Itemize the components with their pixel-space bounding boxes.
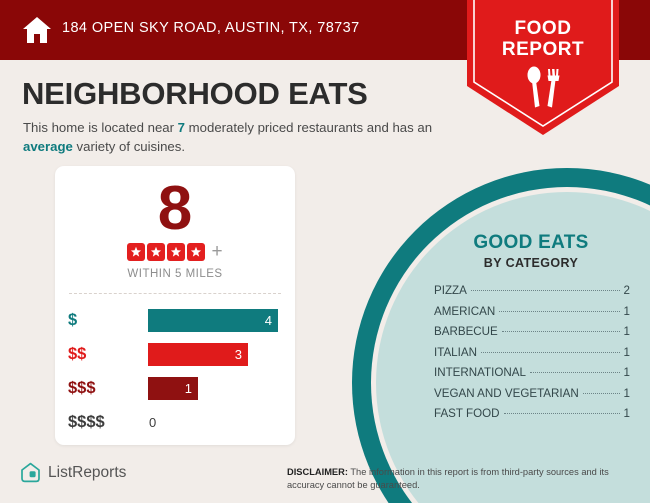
category-list: PIZZA 2 AMERICAN 1 BARBECUE 1 ITALIAN 1 … [420,284,642,420]
chart-row: $$$$ 0 [55,408,295,437]
banner-line-2: REPORT [501,39,585,60]
category-name: FAST FOOD [434,407,500,420]
listreports-house-icon [21,462,40,483]
good-eats-circle-graphic [352,168,650,503]
disclaimer-text: The information in this report is from t… [287,467,609,490]
page-subtitle: This home is located near 7 moderately p… [23,118,443,156]
category-name: PIZZA [434,284,467,297]
card-divider [69,293,281,294]
category-count: 1 [623,366,630,379]
star-icon [167,243,186,261]
category-name: BARBECUE [434,325,498,338]
price-tier-chart: $ 4 $$ 3 $$$ 1 $$$$ 0 [55,306,295,442]
score-value: 8 [157,174,193,243]
subtitle-highlight-count: 7 [177,120,186,135]
dot-leader [499,310,620,312]
subtitle-part-1: This home is located near [23,120,178,135]
dot-leader [529,372,620,373]
list-item: INTERNATIONAL 1 [434,366,630,379]
list-item: AMERICAN 1 [434,305,630,318]
subtitle-highlight-variety: average [23,139,73,154]
star-icon [147,243,166,261]
plus-icon: + [211,241,223,262]
good-eats-panel: GOOD EATS BY CATEGORY PIZZA 2 AMERICAN 1… [420,232,642,428]
category-count: 2 [623,284,630,297]
banner-shape [467,0,619,135]
score-card: 8 + WITHIN 5 MILES $ 4 $$ [55,166,295,445]
category-name: AMERICAN [434,304,496,318]
category-count: 1 [623,304,630,318]
food-report-banner: FOOD REPORT [467,0,619,135]
star-rating: + [55,241,295,262]
price-tier-label: $ [68,311,78,329]
subtitle-part-3: variety of cuisines. [72,139,185,154]
disclaimer-label: DISCLAIMER: [287,467,348,477]
header-address: 184 OPEN SKY ROAD, AUSTIN, TX, 78737 [62,20,360,36]
category-count: 1 [623,386,630,400]
page-title: NEIGHBORHOOD EATS [22,76,368,111]
price-tier-label: $$$$ [68,413,105,431]
price-tier-label: $$ [68,345,87,363]
banner-line-1: FOOD [514,18,572,39]
category-count: 1 [623,407,630,420]
score-caption: WITHIN 5 MILES [127,268,223,280]
listreports-logo[interactable]: ListReports [20,462,126,483]
listreports-logo-text: ListReports [48,463,127,481]
list-item: FAST FOOD 1 [434,407,630,420]
chart-row: $$ 3 [55,340,295,369]
price-tier-label: $$$ [68,379,96,397]
disclaimer: DISCLAIMER: The information in this repo… [287,466,639,491]
dot-leader [470,290,620,291]
price-tier-bar: 1 [148,377,198,400]
chart-row: $$$ 1 [55,374,295,403]
price-tier-value: 0 [149,415,157,430]
chart-row: $ 4 [55,306,295,335]
list-item: BARBECUE 1 [434,325,630,338]
category-name: INTERNATIONAL [434,366,526,379]
subtitle-part-2: moderately priced restaurants and has an [185,120,433,135]
price-tier-bar: 3 [148,343,248,366]
home-icon [23,17,51,43]
spoon-fork-icon [527,66,560,108]
star-icon [187,243,206,261]
category-name: VEGAN AND VEGETARIAN [434,386,579,400]
banner-label: FOOD REPORT [467,18,619,60]
good-eats-subtitle: BY CATEGORY [483,256,579,270]
dot-leader [480,351,620,353]
list-item: VEGAN AND VEGETARIAN 1 [434,387,630,400]
good-eats-title: GOOD EATS [473,232,589,253]
list-item: PIZZA 2 [434,284,630,297]
price-tier-bar: 4 [148,309,278,332]
category-name: ITALIAN [434,345,477,359]
list-item: ITALIAN 1 [434,346,630,359]
star-icon [127,243,146,261]
category-count: 1 [623,325,630,338]
dot-leader [582,392,620,394]
dot-leader [501,331,620,332]
category-count: 1 [623,345,630,359]
dot-leader [503,413,620,414]
